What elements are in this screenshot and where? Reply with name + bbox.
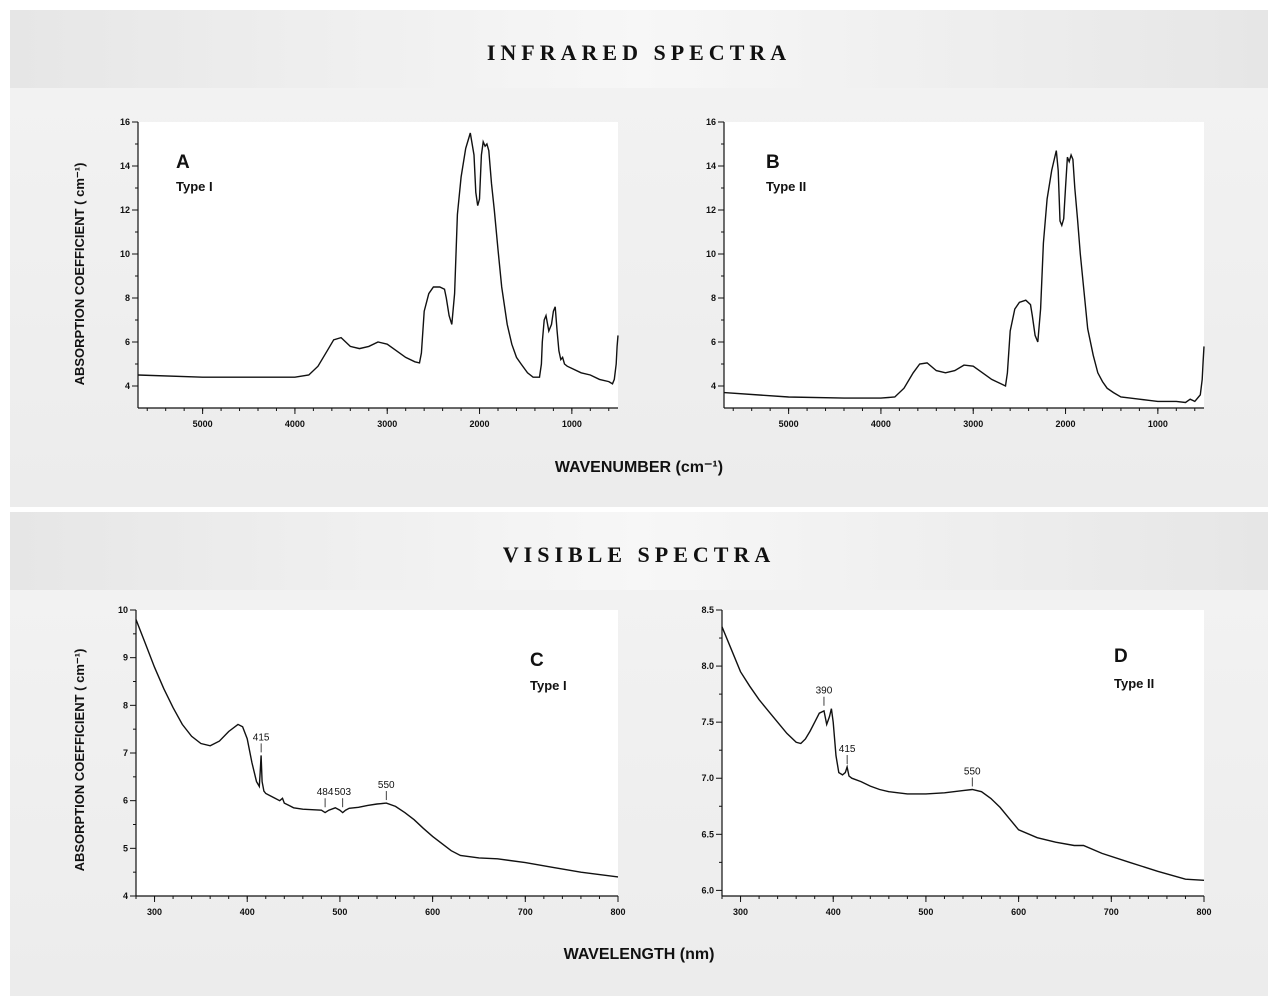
- chart-d-x-tick-label: 700: [1104, 907, 1119, 917]
- chart-a-type-label: Type I: [176, 179, 213, 194]
- chart-a-x-tick-label: 2000: [470, 419, 490, 429]
- infrared-x-axis-title: WAVENUMBER (cm⁻¹): [554, 459, 724, 476]
- chart-a-x-tick-label: 5000: [193, 419, 213, 429]
- chart-a-panel-letter: A: [176, 152, 190, 173]
- visible-title-band: [10, 512, 1268, 590]
- chart-c-plot-area: [136, 610, 618, 896]
- chart-c-spectrum-line: [135, 619, 619, 878]
- chart-d-y-tick-label: 7.5: [701, 717, 714, 727]
- chart-c-y-tick-label: 4: [123, 891, 128, 901]
- chart-c-peak-annotation: 503: [334, 787, 351, 798]
- chart-b-x-tick-label: 5000: [779, 419, 799, 429]
- chart-b-y-tick-label: 8: [711, 293, 716, 303]
- chart-d-x-tick-label: 500: [918, 907, 933, 917]
- chart-d-x-tick-label: 300: [733, 907, 748, 917]
- chart-d-y-tick-label: 8.5: [701, 605, 714, 615]
- chart-b-y-tick-label: 10: [706, 249, 716, 259]
- chart-a-y-tick-label: 10: [120, 249, 130, 259]
- visible-x-axis-title: WAVELENGTH (nm): [563, 946, 715, 963]
- chart-c-peak-annotation: 415: [253, 732, 270, 743]
- chart-b-type-ii-infrared: 4 6 8 10 12 14 16 5000 4000 3000 2000 1000 B Type II: [706, 117, 1205, 429]
- chart-a-x-tick-label: 4000: [285, 419, 305, 429]
- chart-a-x-tick-label: 3000: [377, 419, 397, 429]
- chart-b-x-tick-label: 1000: [1148, 419, 1168, 429]
- chart-d-y-tick-label: 6.0: [701, 885, 714, 895]
- chart-a-y-tick-label: 8: [125, 293, 130, 303]
- chart-b-y-tick-label: 4: [711, 381, 716, 391]
- chart-d-x-tick-label: 800: [1196, 907, 1211, 917]
- visible-section-title: VISIBLE SPECTRA: [502, 542, 776, 567]
- chart-d-y-tick-label: 7.0: [701, 773, 714, 783]
- chart-b-type-label: Type II: [766, 179, 806, 194]
- chart-c-y-tick-label: 9: [123, 653, 128, 663]
- chart-d-type-label: Type II: [1114, 676, 1154, 691]
- chart-b-x-tick-label: 2000: [1056, 419, 1076, 429]
- chart-d-plot-area: [722, 610, 1204, 896]
- chart-c-peak-annotation: 484: [317, 787, 334, 798]
- chart-c-y-tick-label: 7: [123, 748, 128, 758]
- chart-c-x-tick-label: 600: [425, 907, 440, 917]
- chart-a-y-tick-label: 14: [120, 161, 130, 171]
- infrared-y-axis-title: ABSORPTION COEFFICIENT ( cm⁻¹): [72, 162, 87, 386]
- infrared-title-band: [10, 10, 1268, 88]
- chart-a-y-tick-label: 16: [120, 117, 130, 127]
- chart-d-type-ii-visible: 6.0 6.5 7.0 7.5 8.0 8.5 300 400 500 600 700 800 D Typ…: [701, 605, 1211, 917]
- chart-b-plot-area: [724, 122, 1204, 408]
- chart-c-y-tick-label: 10: [118, 605, 128, 615]
- chart-a-y-tick-label: 6: [125, 337, 130, 347]
- chart-b-y-tick-label: 14: [706, 161, 716, 171]
- chart-b-panel-letter: B: [766, 152, 780, 173]
- chart-d-panel-letter: D: [1114, 646, 1128, 667]
- chart-d-x-tick-label: 600: [1011, 907, 1026, 917]
- chart-c-type-label: Type I: [530, 678, 567, 693]
- chart-b-spectrum-line: [723, 150, 1205, 404]
- chart-a-y-tick-label: 12: [120, 205, 130, 215]
- chart-a-type-i-infrared: 4 6 8 10 12 14 16 5000 4000 3000 2000 1000 A Type I: [120, 117, 619, 429]
- chart-b-x-tick-label: 3000: [963, 419, 983, 429]
- chart-d-x-tick-label: 400: [826, 907, 841, 917]
- infrared-section-title: INFRARED SPECTRA: [486, 40, 792, 65]
- chart-b-y-tick-label: 16: [706, 117, 716, 127]
- chart-d-y-tick-label: 6.5: [701, 829, 714, 839]
- chart-d-spectrum-line: [721, 626, 1205, 881]
- chart-b-y-tick-label: 6: [711, 337, 716, 347]
- chart-d-peak-annotation: 390: [816, 686, 833, 697]
- chart-b-y-tick-label: 12: [706, 205, 716, 215]
- chart-d-peak-annotation: 415: [839, 744, 856, 755]
- chart-c-x-tick-label: 800: [610, 907, 625, 917]
- chart-c-panel-letter: C: [530, 650, 544, 671]
- chart-a-plot-area: [138, 122, 618, 408]
- chart-c-x-tick-label: 700: [518, 907, 533, 917]
- chart-c-y-tick-label: 8: [123, 700, 128, 710]
- chart-c-peak-annotation: 550: [378, 780, 395, 791]
- chart-c-y-tick-label: 5: [123, 843, 128, 853]
- chart-a-y-tick-label: 4: [125, 381, 130, 391]
- visible-y-axis-title: ABSORPTION COEFFICIENT ( cm⁻¹): [72, 648, 87, 872]
- chart-c-y-tick-label: 6: [123, 796, 128, 806]
- chart-d-y-tick-label: 8.0: [701, 661, 714, 671]
- chart-d-peak-annotation: 550: [964, 766, 981, 777]
- chart-a-spectrum-line: [137, 132, 619, 385]
- chart-c-x-tick-label: 500: [332, 907, 347, 917]
- chart-b-x-tick-label: 4000: [871, 419, 891, 429]
- chart-c-x-tick-label: 300: [147, 907, 162, 917]
- chart-c-x-tick-label: 400: [240, 907, 255, 917]
- chart-a-x-tick-label: 1000: [562, 419, 582, 429]
